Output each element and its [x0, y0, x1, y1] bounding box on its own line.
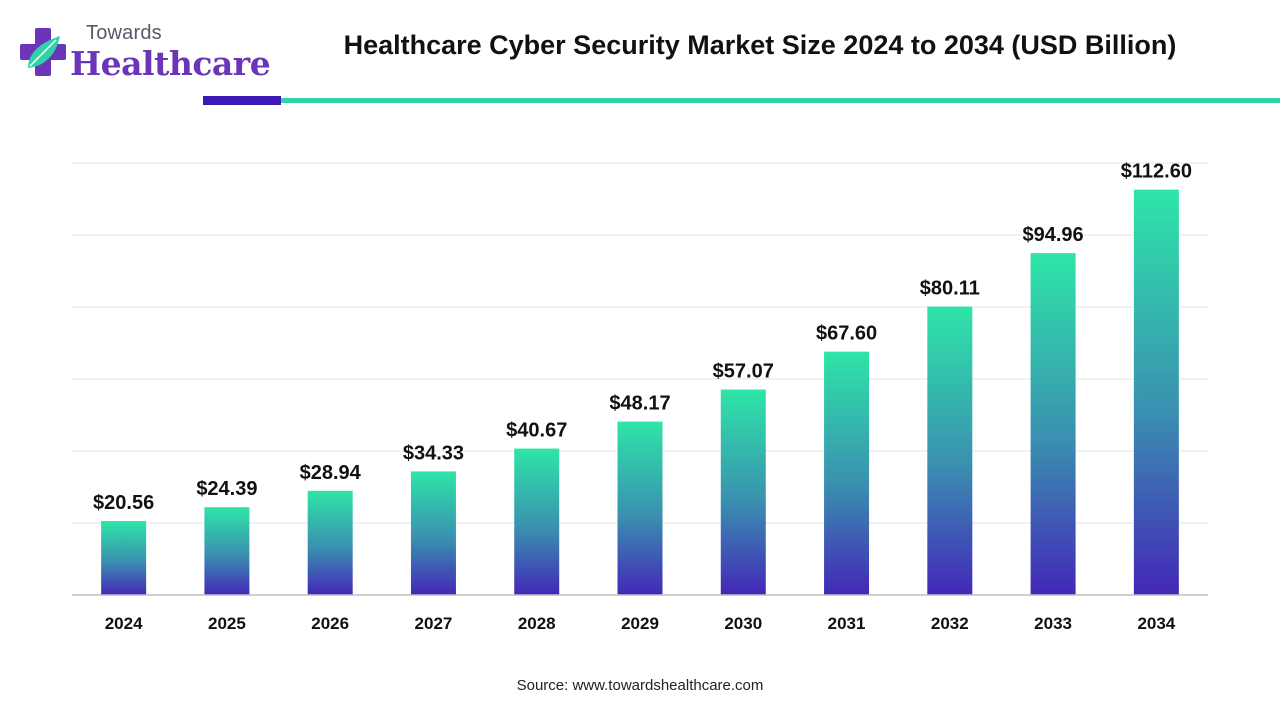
- value-label-2028: $40.67: [506, 420, 567, 442]
- chart-title: Healthcare Cyber Security Market Size 20…: [343, 30, 1177, 60]
- bar-2028: [514, 448, 560, 595]
- brand-main-text: Healthcare: [70, 44, 271, 83]
- x-tick-2032: 2032: [931, 614, 969, 633]
- bar-2032: [927, 306, 973, 595]
- value-label-2025: $24.39: [196, 478, 257, 500]
- value-labels: $20.56 $24.39 $28.94 $34.33 $40.67 $48.17 $57.…: [93, 161, 1192, 514]
- x-tick-labels: 2024 2025 2026 2027 2028 2029 2030 2031 2032 2033…: [105, 614, 1176, 633]
- brand-top-text: Towards: [86, 22, 162, 44]
- value-label-2027: $34.33: [403, 442, 464, 464]
- gridlines: [72, 162, 1208, 524]
- value-label-2032: $80.11: [920, 278, 980, 300]
- bar-2033: [1030, 253, 1076, 596]
- bar-2027: [410, 471, 456, 595]
- value-label-2034: $112.60: [1121, 161, 1192, 183]
- x-tick-2027: 2027: [415, 614, 453, 633]
- x-tick-2030: 2030: [724, 614, 762, 633]
- bar-2030: [720, 389, 766, 595]
- bar-2031: [824, 351, 870, 595]
- x-tick-2025: 2025: [208, 614, 246, 633]
- medical-cross-icon: [20, 28, 66, 76]
- value-label-2030: $57.07: [713, 361, 774, 383]
- x-tick-2024: 2024: [105, 614, 143, 633]
- value-label-2033: $94.96: [1023, 224, 1084, 246]
- x-tick-2028: 2028: [518, 614, 556, 633]
- x-tick-2029: 2029: [621, 614, 659, 633]
- header-divider-line: [281, 98, 1280, 103]
- value-label-2026: $28.94: [300, 462, 362, 484]
- brand-logo: Towards Healthcare: [20, 18, 271, 88]
- bar-2026: [307, 490, 353, 595]
- x-tick-2026: 2026: [311, 614, 349, 633]
- bar-2025: [204, 507, 250, 595]
- x-tick-2033: 2033: [1034, 614, 1072, 633]
- source-note: Source: www.towardshealthcare.com: [516, 677, 764, 694]
- bar-2034: [1133, 189, 1179, 595]
- bars: [101, 189, 1179, 596]
- x-tick-2034: 2034: [1137, 614, 1175, 633]
- bar-2029: [617, 421, 663, 595]
- value-label-2024: $20.56: [93, 492, 154, 514]
- value-label-2029: $48.17: [609, 393, 670, 415]
- x-tick-2031: 2031: [828, 614, 866, 633]
- bar-2024: [101, 520, 147, 595]
- value-label-2031: $67.60: [816, 323, 877, 345]
- header-accent-bar: [203, 96, 281, 105]
